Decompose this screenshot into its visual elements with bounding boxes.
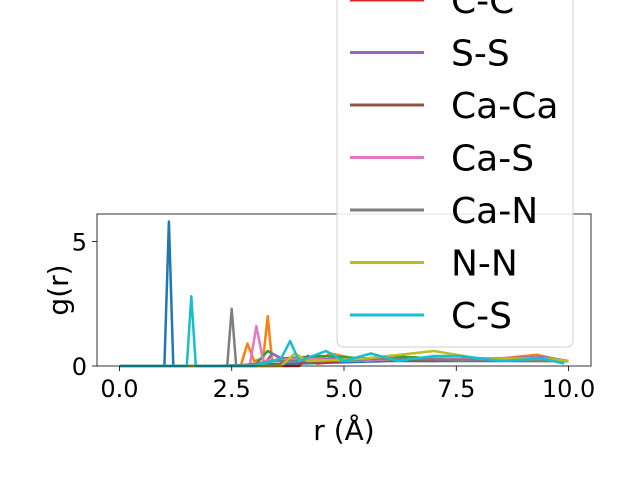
y-axis-label: g(r) — [42, 264, 75, 315]
legend-label: Ca-N — [451, 191, 538, 232]
x-tick-label: 7.5 — [437, 375, 475, 403]
x-axis-label: r (Å) — [313, 413, 374, 447]
x-tick-label: 5.0 — [325, 375, 363, 403]
x-tick-label: 2.5 — [213, 375, 251, 403]
legend-label: Ca-S — [451, 139, 534, 180]
legend-label: Ca-Ca — [451, 86, 558, 127]
legend-label: C-C — [451, 0, 514, 22]
x-tick-label: 0.0 — [100, 375, 138, 403]
x-tick-label: 10.0 — [542, 375, 595, 403]
legend-box — [336, 0, 574, 348]
legend-label: C-S — [451, 296, 512, 337]
legend-label: N-N — [451, 244, 518, 285]
ticks-layer: 0.0 2.5 5.0 7.5 10.0 0 5 — [72, 228, 596, 403]
series-line-10 — [119, 294, 565, 368]
legend-label: S-S — [451, 34, 510, 75]
legend: C-C S-S Ca-Ca Ca-S Ca-N N-N C-S — [336, 0, 574, 348]
y-tick-label: 0 — [72, 353, 87, 381]
series-layer — [119, 220, 569, 368]
y-tick-label: 5 — [72, 228, 87, 256]
